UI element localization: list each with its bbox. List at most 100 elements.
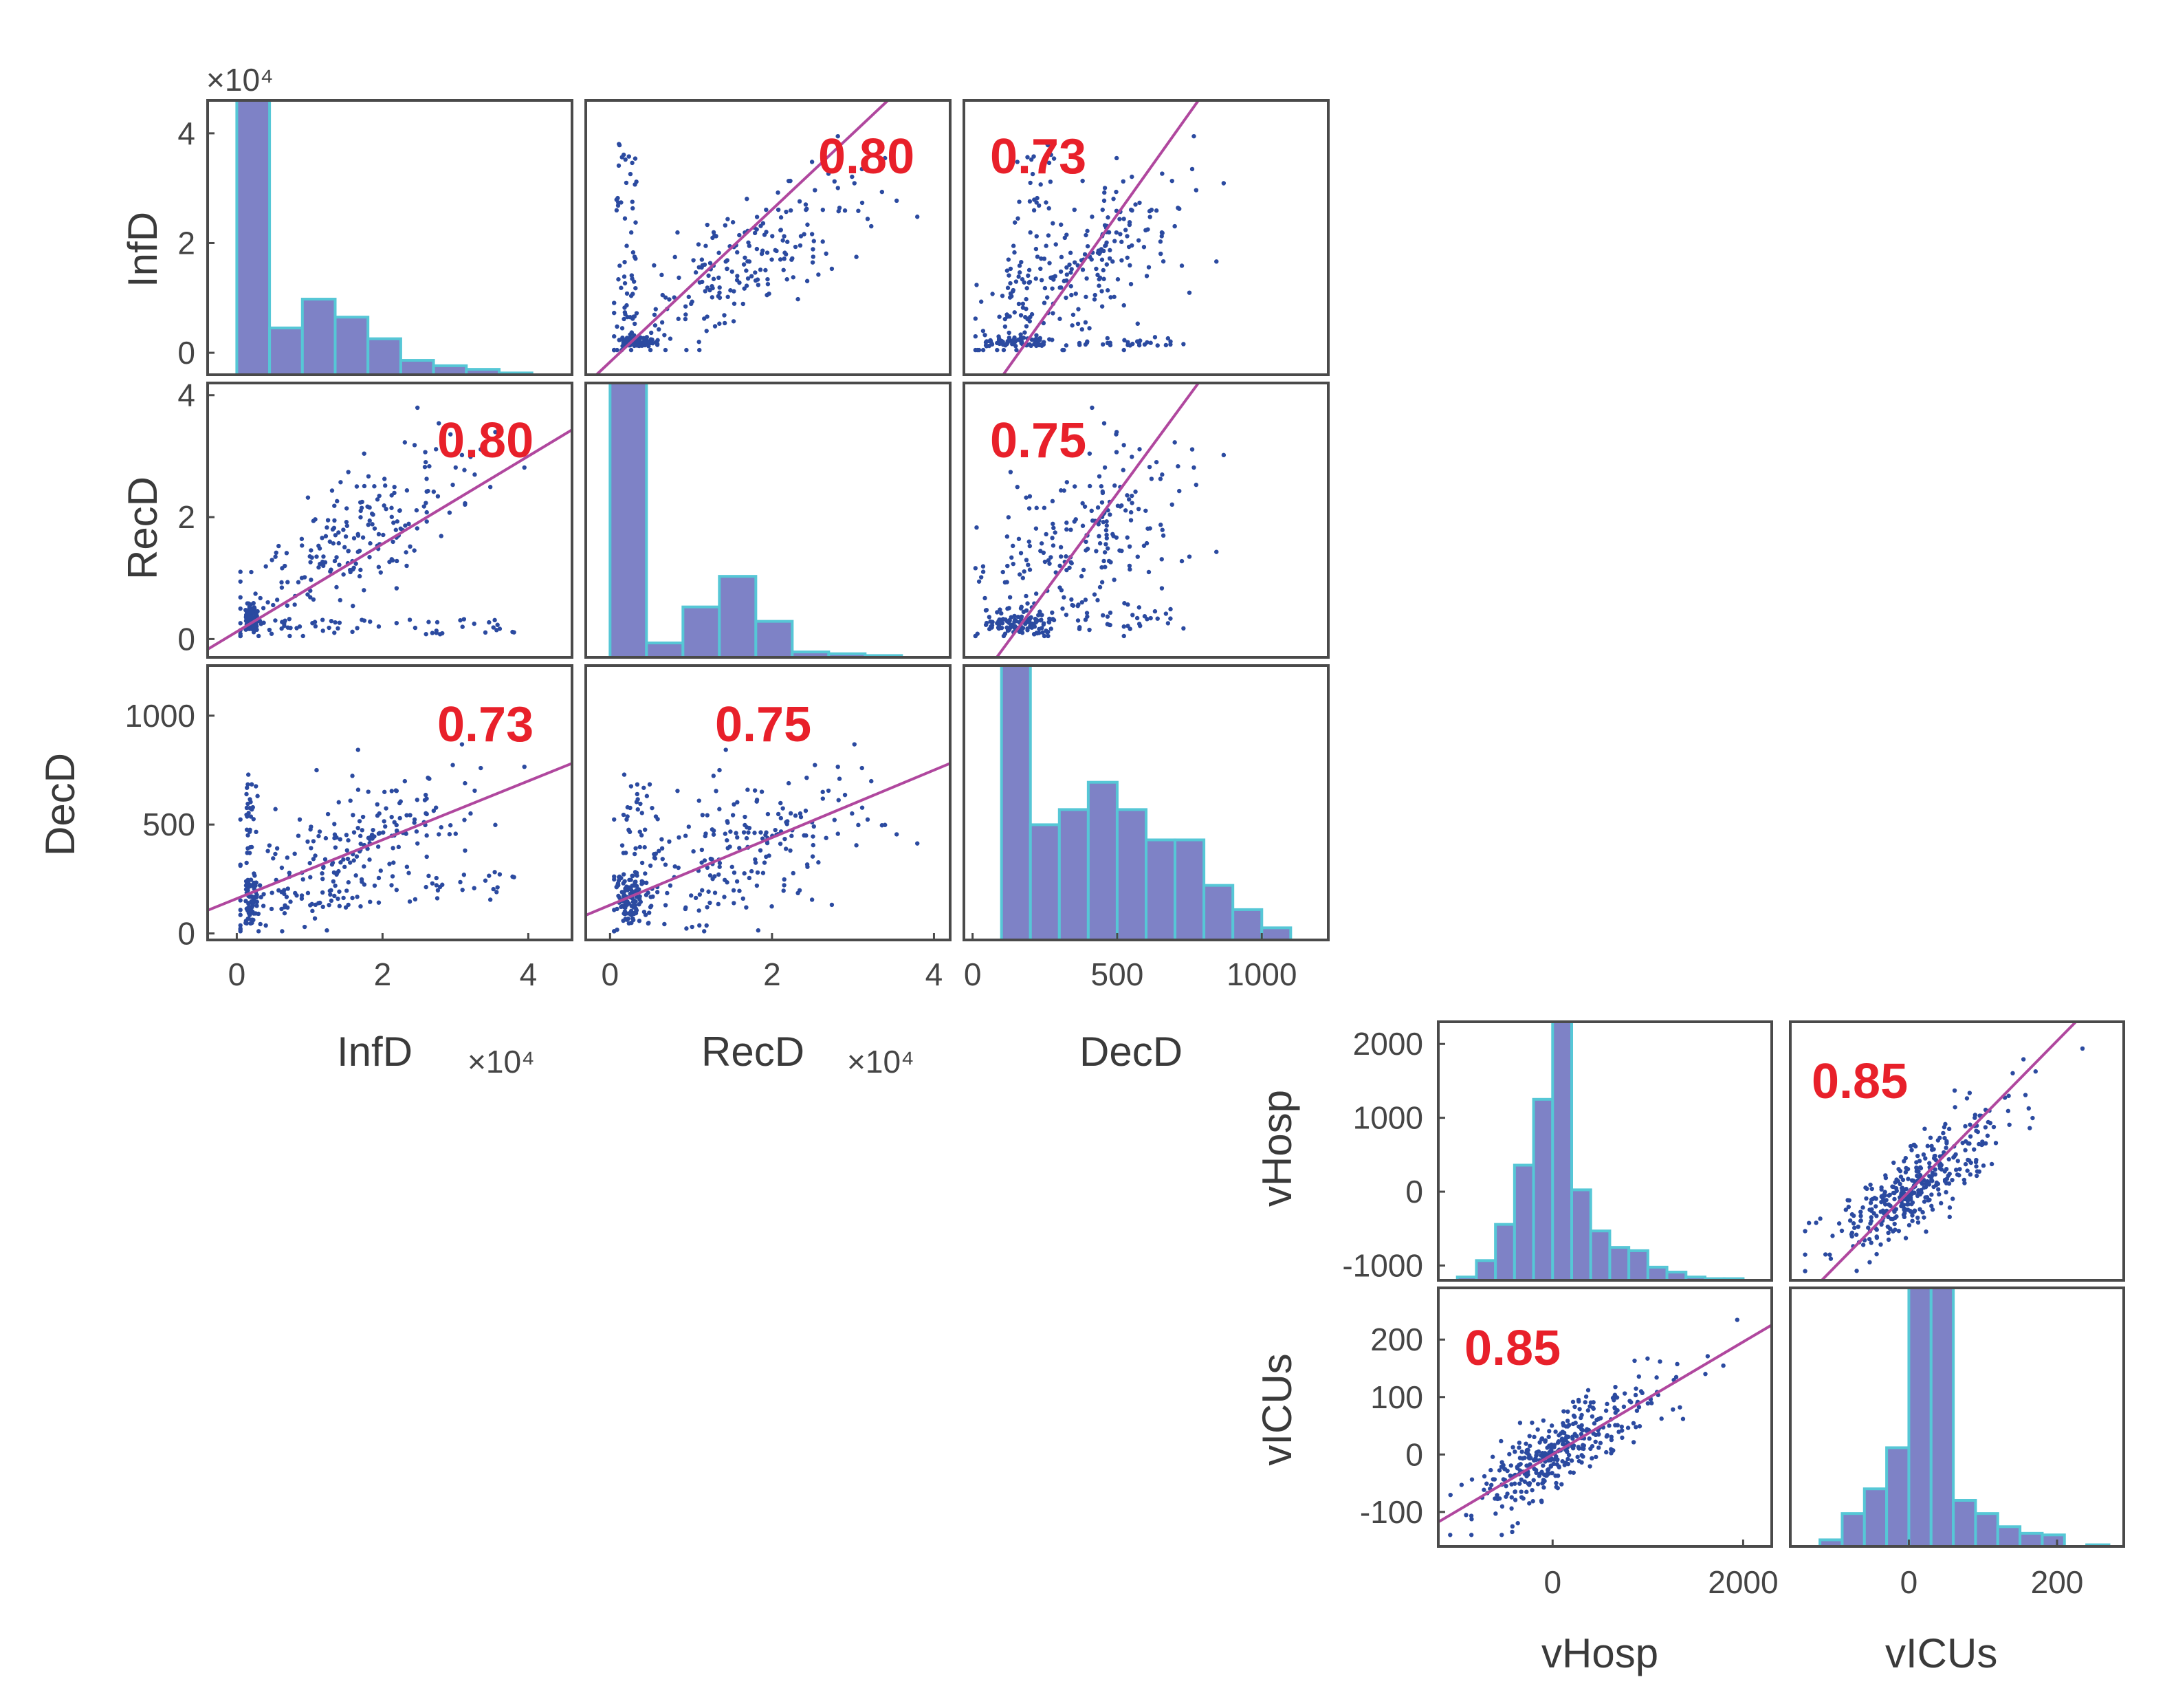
scatter-point	[1035, 631, 1040, 636]
scatter-point	[1860, 1205, 1865, 1210]
scatter-point	[1914, 1160, 1919, 1165]
scatter-point	[732, 301, 737, 306]
scatter-point	[357, 819, 362, 824]
scatter-point	[915, 841, 920, 846]
scatter-point	[288, 899, 293, 904]
scatter-point	[300, 877, 305, 882]
scatter-point	[1025, 316, 1030, 322]
histogram-bar	[1000, 664, 1032, 941]
scatter-point	[1547, 1450, 1552, 1455]
scatter-point	[1106, 288, 1110, 293]
scatter-point	[809, 232, 815, 237]
scatter-point	[1107, 341, 1112, 346]
panel-frame	[584, 382, 952, 659]
scatter-point	[778, 841, 783, 846]
scatter-point	[1927, 1174, 1932, 1179]
scatter-point	[336, 530, 341, 535]
scatter-point	[648, 863, 653, 868]
scatter-point	[717, 807, 722, 811]
scatter-point	[280, 929, 285, 934]
scatter-point	[472, 621, 476, 626]
scatter-point	[712, 890, 718, 895]
corr-label-recd-decd: 0.75	[990, 413, 1086, 468]
scatter-point	[1181, 342, 1186, 347]
scatter-point	[1037, 611, 1042, 616]
scatter-point	[1504, 1483, 1508, 1489]
scatter-point	[391, 860, 396, 865]
scatter-point	[1535, 1427, 1540, 1432]
scatter-point	[265, 848, 270, 853]
scatter-point	[1854, 1269, 1859, 1273]
scatter-point	[1843, 1207, 1848, 1212]
histogram-bar	[645, 642, 685, 659]
histogram-bar	[1551, 1020, 1573, 1282]
scatter-point	[1158, 251, 1163, 256]
scatter-point	[1004, 534, 1010, 539]
scatter-point	[254, 784, 259, 789]
scatter-point	[795, 296, 800, 302]
scatter-point	[1914, 1169, 1919, 1174]
scatter-point	[479, 447, 483, 452]
scatter-point	[1017, 199, 1022, 204]
scatter-point	[261, 892, 266, 897]
scatter-point	[1130, 613, 1135, 617]
scatter-point	[325, 525, 329, 530]
scatter-point	[672, 254, 677, 260]
scatter-point	[1592, 1421, 1597, 1426]
scatter-point	[1020, 301, 1026, 307]
scatter-point	[997, 314, 1002, 319]
scatter-point	[376, 900, 382, 905]
scatter-point	[1939, 1167, 1944, 1172]
scatter-point	[1111, 197, 1116, 201]
scatter-point	[776, 207, 781, 212]
scatter-point	[1027, 543, 1033, 549]
scatter-point	[816, 272, 821, 277]
scatter-point	[780, 238, 785, 243]
scatter-point	[1521, 1496, 1526, 1501]
scatter-point	[798, 815, 804, 820]
scatter-point	[1119, 239, 1124, 244]
scatter-point	[717, 285, 722, 290]
scatter-point	[1042, 256, 1047, 261]
scatter-point	[811, 254, 815, 259]
scatter-point	[630, 873, 635, 879]
scatter-point	[1130, 341, 1135, 347]
scatter-point	[362, 618, 367, 623]
scatter-point	[1016, 536, 1022, 541]
scatter-point	[811, 842, 815, 848]
scatter-point	[624, 180, 629, 186]
scatter-point	[320, 890, 325, 895]
scatter-point	[1570, 1421, 1576, 1427]
scatter-point	[259, 622, 263, 626]
scatter-point	[1947, 1214, 1952, 1220]
scatter-point	[1126, 497, 1132, 502]
scatter-point	[1130, 174, 1134, 179]
scatter-point	[705, 222, 710, 228]
scatter-point	[1000, 294, 1005, 298]
scatter-point	[1612, 1405, 1617, 1410]
scatter-point	[1046, 206, 1051, 211]
scatter-point	[430, 881, 435, 886]
scatter-point	[1121, 624, 1126, 629]
scatter-point	[280, 566, 285, 571]
scatter-point	[769, 904, 774, 909]
scatter-point	[1073, 291, 1078, 296]
scatter-point	[376, 624, 382, 629]
scatter-point	[362, 882, 367, 887]
scatter-point	[1488, 1482, 1494, 1487]
scatter-point	[1464, 1513, 1469, 1518]
scatter-point	[394, 586, 399, 591]
corr-label-decd-recd: 0.75	[715, 697, 811, 752]
scatter-point	[1106, 215, 1110, 220]
scatter-point	[1089, 508, 1094, 514]
scatter-point	[1050, 275, 1055, 280]
scatter-point	[2006, 1093, 2011, 1098]
scatter-point	[1559, 1482, 1564, 1487]
scatter-point	[309, 548, 314, 553]
scatter-point	[622, 216, 628, 221]
scatter-point	[238, 863, 243, 868]
scatter-point	[2010, 1071, 2015, 1076]
scatter-point	[1058, 285, 1064, 290]
histogram-bar	[1202, 884, 1235, 941]
scatter-point	[1929, 1143, 1934, 1149]
